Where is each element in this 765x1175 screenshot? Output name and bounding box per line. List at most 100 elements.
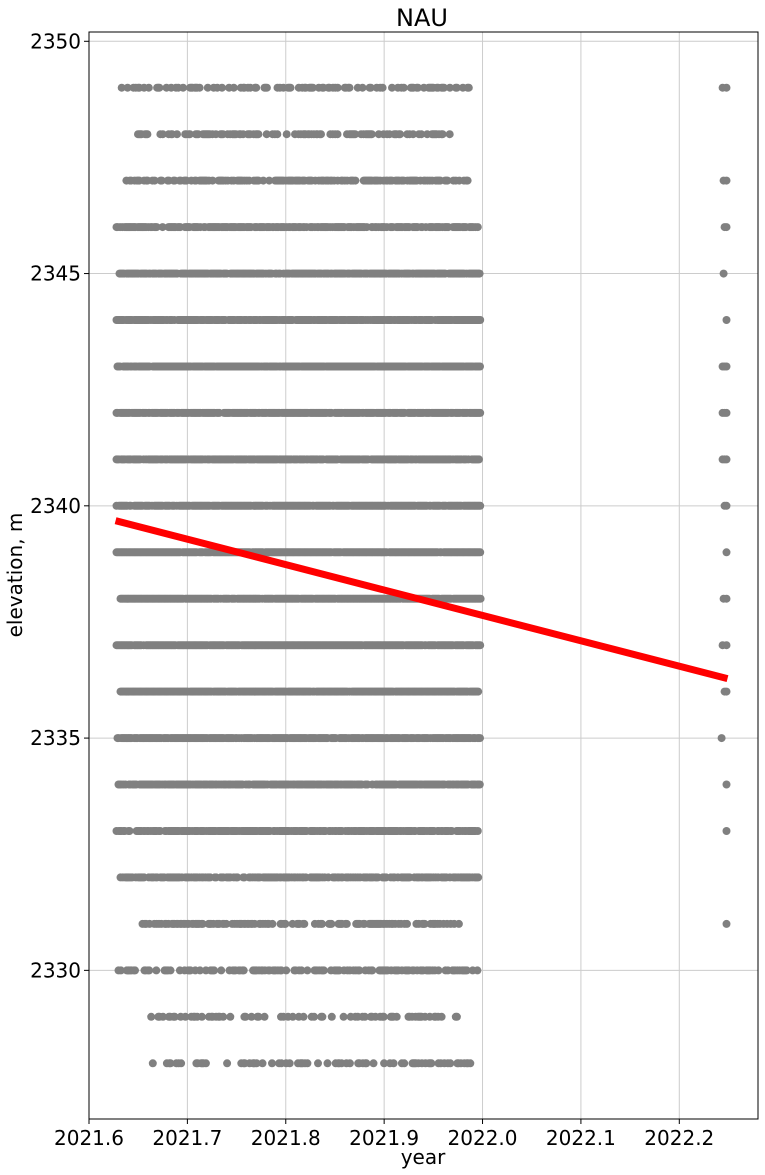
data-point <box>345 83 354 92</box>
data-point <box>319 966 328 975</box>
data-point <box>303 966 312 975</box>
data-point <box>473 827 482 835</box>
data-point <box>437 1012 446 1021</box>
data-point <box>285 1059 294 1068</box>
data-point <box>265 176 274 185</box>
data-point <box>150 176 159 185</box>
data-point <box>333 83 342 92</box>
data-point <box>379 1012 388 1021</box>
data-point <box>403 919 411 928</box>
data-point <box>342 919 351 928</box>
data-point <box>399 83 408 92</box>
data-point <box>144 83 153 92</box>
x-tick-label: 2021.6 <box>54 1126 124 1150</box>
data-point <box>158 130 167 139</box>
data-point <box>368 966 377 975</box>
data-point <box>417 130 426 139</box>
data-point <box>210 966 219 975</box>
data-point <box>123 83 132 92</box>
data-point <box>414 83 422 92</box>
data-point <box>327 919 336 928</box>
data-point <box>722 501 731 510</box>
chart-title: NAU <box>396 4 448 32</box>
x-tick-label: 2022.0 <box>448 1126 518 1150</box>
data-point <box>166 966 175 975</box>
data-point <box>208 176 217 185</box>
data-point <box>239 966 248 975</box>
data-point <box>223 1059 232 1068</box>
data-point <box>366 83 375 92</box>
data-point <box>273 130 282 139</box>
data-point <box>152 223 161 232</box>
data-point <box>351 176 360 185</box>
data-point <box>476 501 485 510</box>
data-point <box>722 919 731 928</box>
x-axis-label: year <box>401 1145 446 1169</box>
data-point <box>125 827 134 835</box>
data-point <box>445 130 454 139</box>
data-point <box>717 734 726 743</box>
y-tick-label: 2340 <box>30 494 81 518</box>
data-point <box>254 130 263 139</box>
data-point <box>722 780 731 789</box>
data-point <box>300 919 309 928</box>
data-point <box>396 130 405 139</box>
x-tick-label: 2022.2 <box>644 1126 714 1150</box>
data-point <box>722 223 731 232</box>
data-point <box>201 1059 210 1068</box>
data-point <box>259 176 268 185</box>
data-point <box>722 316 731 324</box>
data-point <box>308 83 317 92</box>
data-point <box>476 548 485 557</box>
data-point <box>260 1012 269 1021</box>
data-point <box>173 130 181 139</box>
data-point <box>203 83 212 92</box>
data-point <box>722 594 731 603</box>
data-point <box>476 594 485 603</box>
data-point <box>722 83 731 92</box>
data-point <box>318 919 326 928</box>
data-point <box>722 687 731 696</box>
data-point <box>333 130 342 139</box>
data-point <box>345 1059 354 1068</box>
data-point <box>351 130 360 139</box>
y-tick-label: 2335 <box>30 726 81 750</box>
data-point <box>152 966 161 975</box>
y-tick-label: 2345 <box>30 262 81 286</box>
data-point <box>474 687 483 696</box>
data-point <box>148 1059 157 1068</box>
data-point <box>722 548 731 557</box>
data-point <box>722 408 731 417</box>
data-point <box>185 130 194 139</box>
data-point <box>475 455 483 464</box>
data-point <box>463 176 472 185</box>
data-point <box>197 1012 206 1021</box>
data-point <box>179 83 188 92</box>
data-point <box>157 176 166 185</box>
data-point <box>286 83 295 92</box>
data-point <box>438 130 447 139</box>
data-point <box>314 1059 322 1068</box>
data-point <box>476 734 484 743</box>
data-point <box>475 269 484 278</box>
data-point <box>303 1059 312 1068</box>
data-point <box>452 83 461 92</box>
data-point <box>719 269 728 278</box>
data-point <box>392 1012 401 1021</box>
data-points <box>112 83 731 1068</box>
data-point <box>282 966 291 975</box>
data-point <box>440 83 448 92</box>
x-tick-label: 2021.8 <box>251 1126 321 1150</box>
data-point <box>473 223 482 232</box>
data-point <box>389 1059 398 1068</box>
data-point <box>268 919 277 928</box>
data-point <box>323 1059 332 1068</box>
data-point <box>262 83 271 92</box>
data-point <box>358 83 367 92</box>
data-point <box>378 83 387 92</box>
data-point <box>268 1059 276 1068</box>
data-point <box>473 966 482 975</box>
y-axis-label: elevation, m <box>3 513 27 638</box>
data-point <box>131 966 139 975</box>
